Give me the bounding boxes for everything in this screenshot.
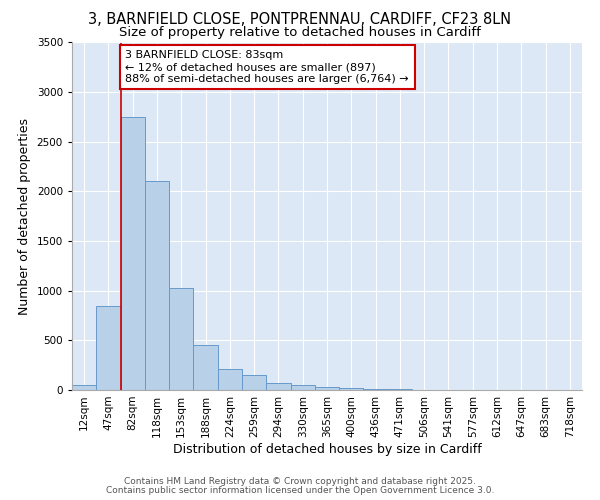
Text: 3 BARNFIELD CLOSE: 83sqm
← 12% of detached houses are smaller (897)
88% of semi-: 3 BARNFIELD CLOSE: 83sqm ← 12% of detach… (125, 50, 409, 84)
Text: Contains public sector information licensed under the Open Government Licence 3.: Contains public sector information licen… (106, 486, 494, 495)
Y-axis label: Number of detached properties: Number of detached properties (18, 118, 31, 315)
Bar (339, 388, 364, 390)
Text: Contains HM Land Registry data © Crown copyright and database right 2025.: Contains HM Land Registry data © Crown c… (124, 477, 476, 486)
Text: 3, BARNFIELD CLOSE, PONTPRENNAU, CARDIFF, CF23 8LN: 3, BARNFIELD CLOSE, PONTPRENNAU, CARDIFF… (88, 12, 512, 28)
Bar (145, 182, 169, 390)
Bar (218, 368, 242, 390)
Bar (121, 117, 145, 390)
X-axis label: Distribution of detached houses by size in Cardiff: Distribution of detached houses by size … (173, 442, 481, 456)
Bar (266, 383, 290, 390)
Bar (96, 306, 121, 390)
Bar (290, 385, 315, 390)
Bar (388, 389, 412, 390)
Bar (364, 389, 388, 390)
Text: Size of property relative to detached houses in Cardiff: Size of property relative to detached ho… (119, 26, 481, 39)
Bar (193, 345, 218, 390)
Bar (72, 384, 96, 390)
Bar (315, 387, 339, 390)
Bar (169, 288, 193, 390)
Bar (242, 374, 266, 390)
